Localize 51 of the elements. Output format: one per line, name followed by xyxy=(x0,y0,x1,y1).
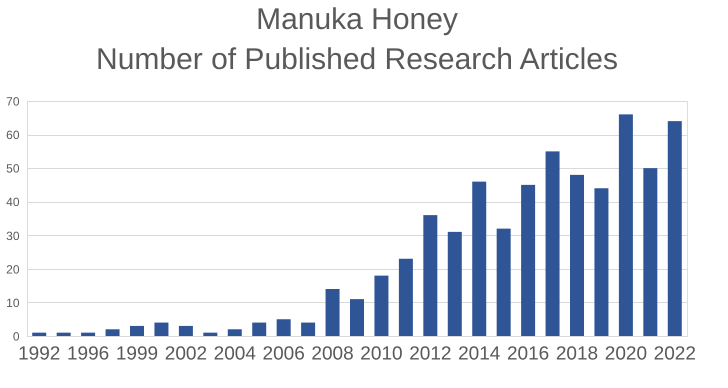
bar xyxy=(130,326,144,336)
bar xyxy=(203,332,218,336)
x-tick-label: 2020 xyxy=(604,344,648,364)
bar xyxy=(326,289,340,336)
text: Number of Published Research Articles xyxy=(96,43,618,76)
x-tick-label: 2018 xyxy=(556,344,598,364)
bar xyxy=(374,276,388,336)
bar xyxy=(546,151,560,336)
y-tick-label: 40 xyxy=(6,195,20,210)
x-tick-label: 1999 xyxy=(116,344,158,364)
bar xyxy=(668,121,682,336)
bar xyxy=(178,326,193,336)
y-tick-label: 30 xyxy=(6,228,20,243)
bar xyxy=(570,174,584,336)
x-tick-label: 2006 xyxy=(262,344,305,364)
bar xyxy=(228,329,242,336)
bar xyxy=(154,322,168,336)
bar xyxy=(594,188,608,336)
bar xyxy=(56,332,71,336)
bar xyxy=(301,322,316,336)
x-tick-label: 2004 xyxy=(214,344,256,364)
y-tick-label: 0 xyxy=(12,330,20,344)
bar xyxy=(350,299,364,336)
bar xyxy=(496,228,511,336)
x-tick-label: 2022 xyxy=(654,344,696,364)
x-tick-label: 2016 xyxy=(506,344,550,364)
bar xyxy=(252,322,266,336)
bar xyxy=(276,319,291,336)
x-tick-label: 1992 xyxy=(18,344,60,364)
x-tick-label: 2010 xyxy=(360,344,403,364)
x-tick-label: 2012 xyxy=(409,344,452,364)
bar xyxy=(81,332,96,336)
text: Manuka Honey xyxy=(256,3,458,36)
bar xyxy=(423,215,438,336)
y-tick-label: 60 xyxy=(6,128,20,142)
y-tick-label: 50 xyxy=(6,162,20,176)
bar xyxy=(32,332,46,336)
bar xyxy=(398,258,413,336)
x-tick-label: 1996 xyxy=(66,344,110,364)
y-tick-label: 10 xyxy=(6,296,20,310)
bar xyxy=(618,114,633,336)
bar xyxy=(472,182,486,336)
bar xyxy=(643,168,658,336)
bar xyxy=(448,232,462,336)
y-tick-label: 70 xyxy=(6,94,20,108)
x-tick-label: 2014 xyxy=(458,344,501,364)
x-tick-label: 2008 xyxy=(311,344,354,364)
bar xyxy=(521,184,536,336)
x-tick-label: 2002 xyxy=(164,344,208,364)
bar xyxy=(106,329,120,336)
y-tick-label: 20 xyxy=(6,262,20,276)
